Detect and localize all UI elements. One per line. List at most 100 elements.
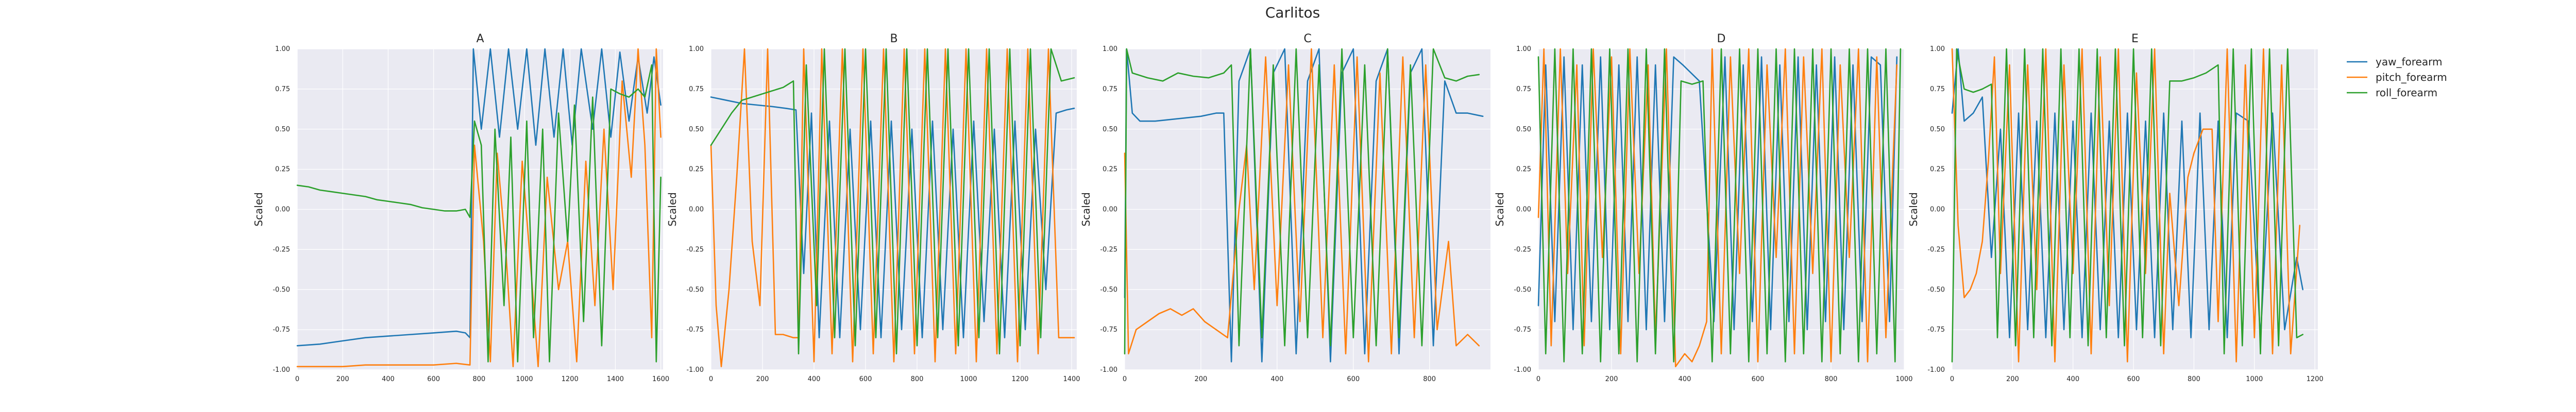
x-tick-label: 0	[295, 375, 299, 383]
x-tick-label: 800	[472, 375, 485, 383]
x-tick-label: 200	[756, 375, 769, 383]
x-tick-label: 1400	[607, 375, 624, 383]
y-tick-label: 0.25	[275, 166, 290, 174]
panel-d: -1.00 -0.75 -0.50 -0.25 0.00 0.25 0.50 0.75 1.00…	[1494, 32, 1913, 383]
series-line-yaw-forearm	[1124, 48, 1484, 363]
y-tick-label: 0.50	[689, 126, 704, 133]
series-line-pitch-forearm	[1951, 48, 2301, 363]
y-tick-label: -0.50	[1927, 286, 1945, 294]
y-tick-label: 0.00	[689, 206, 704, 214]
y-tick-label: 1.00	[275, 45, 290, 53]
y-tick-label: 0.00	[1103, 206, 1117, 214]
panels: -1.00 -0.75 -0.50 -0.25 0.00 0.25 0.50 0.75 1.00…	[252, 32, 2324, 383]
legend-label: yaw_forearm	[2376, 56, 2442, 68]
y-tick-label: 1.00	[1103, 45, 1117, 53]
y-tick-label: -0.25	[1927, 246, 1945, 253]
x-tick-label: 600	[427, 375, 440, 383]
y-tick-label: 0.50	[1103, 126, 1117, 133]
legend-label: pitch_forearm	[2376, 71, 2447, 83]
x-tick-label: 800	[1825, 375, 1838, 383]
series-line-roll-forearm	[1124, 48, 1480, 355]
x-tick-label: 400	[808, 375, 821, 383]
panel-title: D	[1717, 32, 1726, 45]
series-line-yaw-forearm	[296, 48, 662, 347]
y-tick-label: 0.00	[1516, 206, 1531, 214]
series-line-pitch-forearm	[710, 48, 1075, 368]
panel-title: C	[1303, 32, 1311, 45]
series-line-roll-forearm	[1951, 48, 2303, 363]
y-axis-label: Scaled	[1080, 192, 1092, 227]
x-tick-label: 600	[1347, 375, 1360, 383]
x-tick-label: 1000	[960, 375, 977, 383]
x-tick-label: 800	[1423, 375, 1436, 383]
x-tick-label: 1200	[1011, 375, 1028, 383]
y-tick-label: 0.25	[1103, 166, 1117, 174]
x-tick-label: 1200	[562, 375, 579, 383]
y-tick-label: -0.75	[273, 326, 290, 334]
x-tick-label: 800	[2188, 375, 2200, 383]
x-tick-label: 200	[2006, 375, 2019, 383]
series-line-pitch-forearm	[1124, 48, 1480, 363]
legend-item-yaw-forearm: yaw_forearm	[2347, 56, 2442, 68]
y-tick-label: -0.25	[686, 246, 704, 253]
y-tick-label: 0.75	[689, 85, 704, 93]
y-tick-label: -0.50	[273, 286, 290, 294]
x-tick-label: 200	[336, 375, 349, 383]
x-tick-label: 800	[911, 375, 924, 383]
x-tick-label: 400	[1270, 375, 1283, 383]
y-tick-label: -1.00	[1514, 366, 1531, 374]
x-tick-label: 1200	[2307, 375, 2324, 383]
y-tick-label: -0.75	[1100, 326, 1117, 334]
panel-e: -1.00 -0.75 -0.50 -0.25 0.00 0.25 0.50 0.75 1.00…	[1907, 32, 2324, 383]
x-tick-label: 1400	[1063, 375, 1080, 383]
x-tick-label: 600	[1752, 375, 1765, 383]
y-tick-label: -1.00	[1100, 366, 1117, 374]
y-tick-label: -1.00	[686, 366, 704, 374]
x-tick-label: 1600	[652, 375, 669, 383]
legend-label: roll_forearm	[2376, 87, 2437, 99]
y-tick-label: -1.00	[273, 366, 290, 374]
panel-title: B	[890, 32, 897, 45]
series-line-pitch-forearm	[1537, 48, 1898, 368]
series-line-yaw-forearm	[1537, 56, 1898, 331]
y-tick-label: 1.00	[689, 45, 704, 53]
y-tick-label: 0.25	[1516, 166, 1531, 174]
y-axis-label: Scaled	[1494, 192, 1506, 227]
y-axis-label: Scaled	[1907, 192, 1920, 227]
y-axis-label: Scaled	[666, 192, 679, 227]
x-tick-label: 600	[859, 375, 872, 383]
x-tick-label: 600	[2127, 375, 2140, 383]
y-tick-label: -0.50	[1100, 286, 1117, 294]
x-tick-label: 1000	[1895, 375, 1912, 383]
y-tick-label: 0.25	[689, 166, 704, 174]
chart-title: Carlitos	[1265, 4, 1320, 21]
y-tick-label: 0.50	[1930, 126, 1945, 133]
x-tick-label: 1000	[2246, 375, 2263, 383]
y-tick-label: 0.00	[275, 206, 290, 214]
y-tick-label: 0.25	[1930, 166, 1945, 174]
series-line-roll-forearm	[296, 64, 662, 363]
y-axis-label: Scaled	[252, 192, 265, 227]
legend-item-roll-forearm: roll_forearm	[2347, 87, 2437, 99]
y-tick-label: 1.00	[1930, 45, 1945, 53]
x-tick-label: 200	[1195, 375, 1208, 383]
legend: yaw_forearm pitch_forearm roll_forearm	[2347, 56, 2447, 99]
y-tick-label: -0.25	[1514, 246, 1531, 253]
x-tick-label: 0	[1123, 375, 1127, 383]
x-tick-label: 400	[2066, 375, 2079, 383]
x-tick-label: 1000	[516, 375, 533, 383]
y-tick-label: 0.75	[1516, 85, 1531, 93]
y-tick-label: -0.50	[686, 286, 704, 294]
y-tick-label: -0.50	[1514, 286, 1531, 294]
series-line-roll-forearm	[710, 48, 1075, 355]
y-tick-label: -0.75	[1927, 326, 1945, 334]
x-tick-label: 200	[1605, 375, 1618, 383]
x-tick-label: 0	[1536, 375, 1540, 383]
x-tick-label: 400	[1679, 375, 1691, 383]
y-tick-label: 1.00	[1516, 45, 1531, 53]
y-tick-label: -0.75	[1514, 326, 1531, 334]
y-tick-label: 0.00	[1930, 206, 1945, 214]
panel-c: -1.00 -0.75 -0.50 -0.25 0.00 0.25 0.50 0.75 1.00…	[1080, 32, 1490, 383]
x-tick-label: 0	[1950, 375, 1954, 383]
